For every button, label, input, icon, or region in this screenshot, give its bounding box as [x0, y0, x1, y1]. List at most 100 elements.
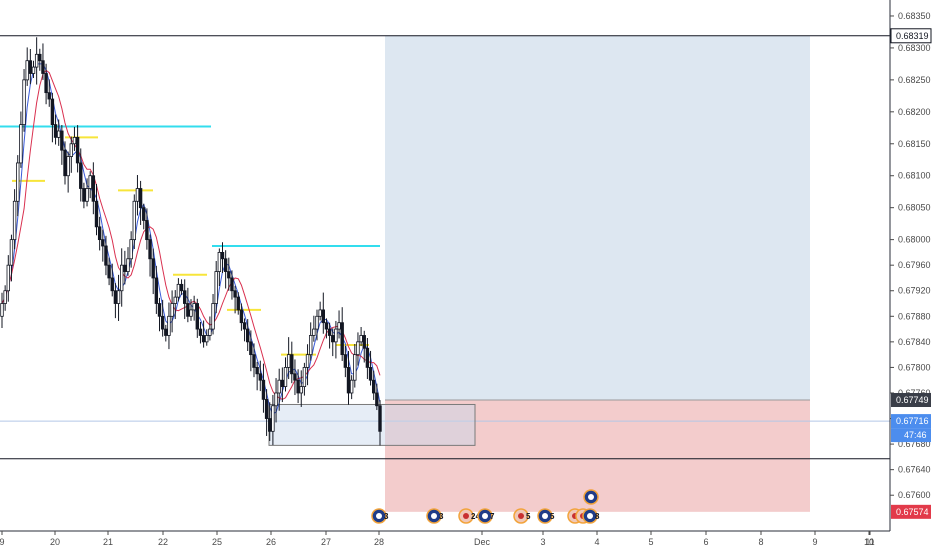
position-tool	[385, 35, 810, 512]
candle-50	[157, 297, 162, 332]
candle-27	[85, 178, 89, 207]
candle-body	[123, 264, 127, 272]
candle-body	[66, 156, 70, 177]
event-0: 3	[371, 508, 389, 524]
event-2: 24	[458, 508, 480, 524]
flag-center	[542, 513, 548, 519]
candle-body	[205, 335, 209, 343]
candle-body	[0, 303, 4, 317]
x-tick-label: 4	[594, 537, 599, 547]
candle-body	[79, 162, 83, 189]
candle-52	[164, 324, 168, 342]
candle-body	[3, 290, 7, 304]
candle-body	[132, 200, 136, 241]
candle-body	[353, 354, 357, 381]
candle-102	[321, 292, 325, 334]
candle-body	[145, 220, 149, 241]
candle-4	[12, 189, 17, 250]
candle-body	[255, 367, 259, 375]
horizontal-lines	[0, 35, 890, 460]
candle-11	[34, 37, 39, 85]
candle-body	[220, 252, 225, 260]
candle-body	[375, 392, 379, 407]
candle-30	[94, 184, 99, 236]
candle-29	[91, 162, 96, 215]
x-tick-label: 21	[103, 537, 113, 547]
candle-body	[138, 188, 143, 209]
candle-118	[371, 370, 376, 400]
candle-48	[151, 248, 155, 295]
candle-body	[239, 309, 244, 324]
candle-body	[186, 303, 190, 317]
candle-body	[9, 239, 14, 266]
candle-body	[148, 239, 152, 260]
price-tag-1: 0.67749	[891, 393, 931, 408]
candle-body	[16, 162, 20, 202]
candle-119	[375, 383, 379, 411]
candle-body	[230, 277, 234, 292]
price-tags: 0.68319 0.67749 0.67716 47:46 0.67574	[890, 28, 932, 519]
candle-34	[107, 257, 111, 286]
y-tick-label: 0.68200	[898, 107, 931, 117]
price-tag-label: 0.68319	[896, 31, 929, 41]
x-tick-label: 28	[374, 537, 384, 547]
candle-body	[198, 328, 203, 336]
x-tick-label: Dec	[474, 537, 491, 547]
candle-97	[305, 344, 310, 386]
candle-body	[261, 379, 266, 400]
candle-62	[195, 298, 199, 338]
candle-5	[16, 155, 20, 217]
candle-103	[324, 318, 329, 339]
candle-body	[160, 315, 165, 330]
candle-body	[227, 271, 231, 279]
candle-56	[176, 278, 181, 302]
candle-43	[135, 175, 140, 216]
candle-body	[22, 79, 26, 126]
candle-body	[308, 335, 313, 356]
candle-6	[19, 111, 23, 168]
price-tag-bg	[891, 393, 931, 408]
candle-body	[104, 245, 108, 266]
y-tick-label: 0.68100	[898, 171, 931, 181]
candle-2	[6, 255, 10, 302]
candle-85	[268, 402, 272, 441]
candle-81	[255, 361, 259, 391]
y-tick-label: 0.67640	[898, 465, 931, 475]
y-tick-label: 0.67600	[898, 490, 931, 500]
candle-body	[340, 322, 344, 356]
candle-35	[110, 263, 114, 297]
x-tick-label: 6	[703, 537, 708, 547]
candle-78	[245, 319, 250, 351]
candle-111	[349, 375, 354, 400]
price-tag-0: 0.68319	[890, 28, 932, 44]
candle-7	[22, 69, 26, 132]
candle-77	[242, 318, 247, 342]
candle-75	[236, 292, 240, 315]
candle-body	[201, 335, 206, 343]
x-tick-label: 26	[266, 537, 276, 547]
candle-body	[252, 354, 256, 368]
range-box-1	[379, 403, 476, 446]
candle-65	[205, 329, 209, 346]
y-tick-label: 0.68150	[898, 139, 931, 149]
candle-41	[129, 231, 133, 268]
y-tick-label: 0.67760	[898, 388, 931, 398]
candle-53	[167, 302, 171, 350]
candle-12	[38, 48, 42, 71]
candle-body	[312, 328, 316, 336]
candle-body	[72, 136, 77, 145]
candle-body	[223, 258, 228, 272]
candle-body	[88, 175, 92, 189]
candle-body	[69, 143, 73, 157]
candle-39	[123, 250, 127, 285]
candle-body	[6, 264, 10, 292]
candle-47	[148, 234, 152, 277]
candle-body	[44, 73, 48, 94]
y-tick-label: 0.68000	[898, 235, 931, 245]
candle-body	[233, 290, 237, 298]
event-count: 3	[439, 512, 444, 521]
candle-body	[189, 309, 193, 317]
candles	[0, 37, 382, 446]
event-count: 8	[595, 512, 600, 521]
